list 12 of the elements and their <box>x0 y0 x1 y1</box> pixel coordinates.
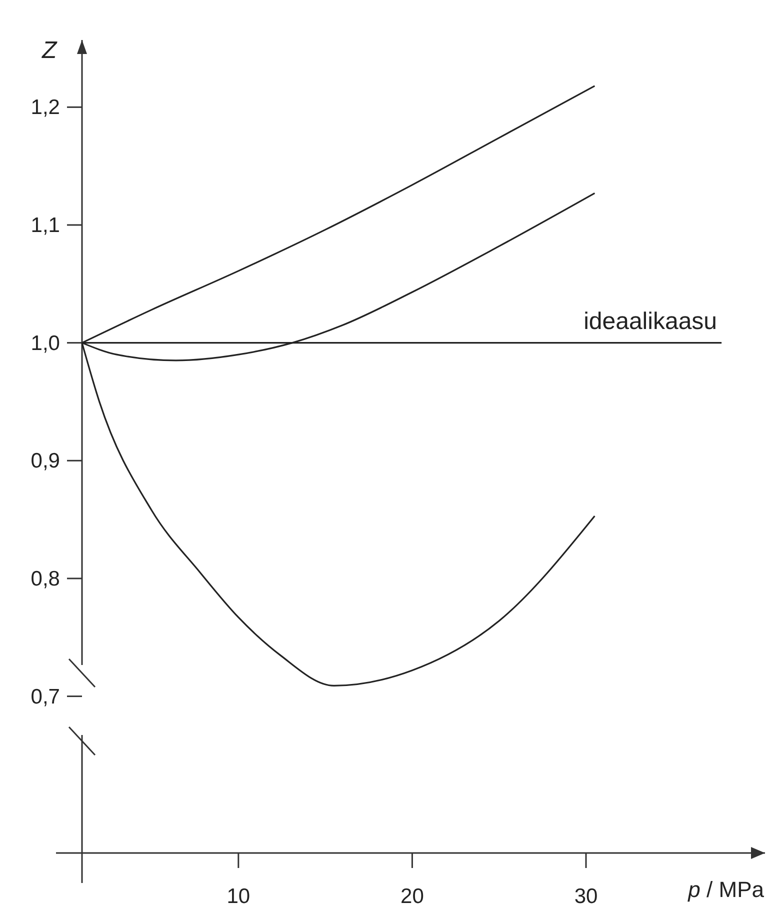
y-axis-title: Z <box>41 37 58 64</box>
y-tick-label: 1,1 <box>30 214 60 237</box>
x-axis-title: p / MPa <box>687 877 765 902</box>
y-tick-label: 0,9 <box>30 450 60 473</box>
y-tick-label: 0,7 <box>30 685 60 708</box>
y-tick-label: 1,2 <box>30 96 60 120</box>
x-tick-label: 10 <box>226 885 250 907</box>
x-tick-label: 20 <box>400 885 424 907</box>
y-tick-label: 0,8 <box>30 567 60 590</box>
annotation: ideaalikaasu <box>584 308 718 335</box>
y-tick-label: 1,0 <box>30 332 60 355</box>
x-tick-label: 30 <box>574 885 598 907</box>
